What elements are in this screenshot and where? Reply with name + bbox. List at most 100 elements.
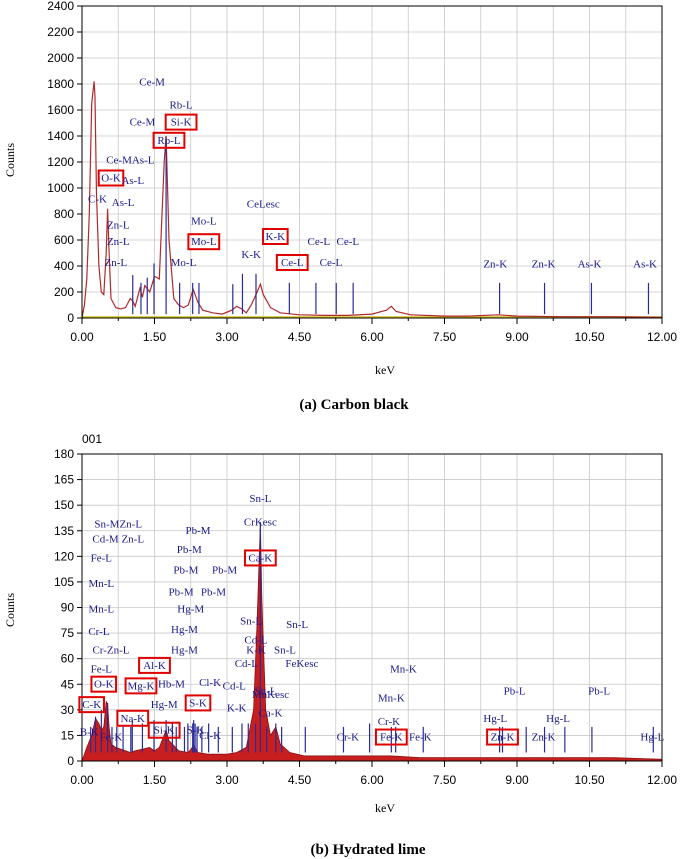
- peak-label: Si-K: [154, 725, 175, 737]
- y-tick-label: 105: [54, 575, 74, 589]
- peak-label: FeKesc: [285, 658, 318, 670]
- peak-label: Ce-L: [320, 257, 343, 269]
- peak-label: Pb-M: [173, 564, 198, 576]
- peak-label: K-K: [227, 703, 247, 715]
- highlight-box: [243, 549, 277, 567]
- peak-label: Hg-M: [177, 604, 204, 616]
- peak-label: Al-K: [143, 660, 166, 672]
- y-tick-label: 45: [61, 677, 75, 691]
- y-tick-label: 150: [54, 498, 74, 512]
- peak-label: Sn-L: [286, 619, 308, 631]
- spectrum-line: [81, 81, 663, 319]
- x-tick-label: 9.00: [505, 773, 529, 787]
- highlight-box: [97, 169, 125, 187]
- peak-label: Zn-L: [105, 257, 128, 269]
- y-tick-label: 120: [54, 549, 74, 563]
- y-tick-label: 2200: [47, 25, 74, 39]
- y-tick-label: 600: [54, 233, 74, 247]
- x-tick-label: 3.00: [215, 773, 239, 787]
- peak-label: MnKesc: [252, 689, 289, 701]
- highlight-box: [262, 228, 289, 245]
- y-axis-label: Counts: [3, 143, 17, 177]
- peak-label: Zn-L: [107, 236, 130, 248]
- peak-label: Ca-K: [259, 708, 283, 720]
- x-tick-label: 10.50: [574, 330, 604, 344]
- peak-label: Mo-L: [191, 236, 217, 248]
- peak-label: Ca-K: [248, 552, 272, 564]
- peak-label: Cl-K: [199, 730, 221, 742]
- peak-label: Sn-L: [274, 645, 296, 657]
- peak-label: K-K: [246, 645, 266, 657]
- peak-label: Cr-K: [378, 716, 400, 728]
- peak-label: Fe-L: [91, 663, 113, 675]
- peak-label: O-K: [94, 679, 114, 691]
- peak-label: Ce-L: [308, 236, 331, 248]
- peak-label: Hg-M: [171, 645, 198, 657]
- peak-label: Ce-M: [130, 117, 156, 129]
- x-tick-label: 12.00: [647, 773, 677, 787]
- peak-label: Zn-K: [491, 732, 515, 744]
- peak-label: O-K: [101, 173, 121, 185]
- x-tick-label: 1.50: [143, 330, 167, 344]
- highlight-box: [374, 728, 408, 746]
- y-tick-label: 0: [67, 311, 74, 325]
- peak-label: Cd-L: [235, 658, 259, 670]
- peak-label: Cd-M Zn-L: [92, 534, 144, 546]
- peak-label: Rb-L: [169, 100, 193, 112]
- highlight-box: [275, 254, 309, 271]
- peak-label: Cr-K: [337, 732, 359, 744]
- peak-label: Cl-K: [199, 677, 221, 689]
- peak-label: Zn-K: [483, 258, 507, 270]
- peak-label: Si-K: [171, 117, 192, 129]
- peak-label: Sn-L: [255, 685, 277, 697]
- y-tick-label: 90: [61, 601, 75, 615]
- y-tick-label: 400: [54, 259, 74, 273]
- highlight-box: [90, 675, 118, 693]
- y-tick-label: 60: [61, 652, 75, 666]
- x-tick-label: 6.00: [360, 330, 384, 344]
- chart-hydrated-lime: 001 Counts keV (b) Hydrated lime 0 15 30 45…: [3, 432, 677, 858]
- y-tick-label: 1400: [47, 129, 74, 143]
- plot-area: 0 15 30 45 60 75 90 105 120 135 150 165 180 0.00 1.50 3…: [54, 447, 677, 787]
- peak-label: Mn-L: [88, 578, 114, 590]
- peak-label: Mn-K: [390, 663, 417, 675]
- peak-label: Pb-M: [212, 564, 237, 576]
- peak-label: Mn-L: [88, 604, 114, 616]
- y-tick-label: 165: [54, 473, 74, 487]
- peak-label: Sn-L: [240, 616, 262, 628]
- chart-carbon-black: Counts keV (a) Carbon black 0 200 400 600 80…: [3, 0, 677, 413]
- x-tick-label: 6.00: [360, 773, 384, 787]
- x-tick-label: 7.50: [433, 330, 457, 344]
- y-axis-label: Counts: [3, 593, 17, 627]
- peak-label: Mo-L: [191, 215, 217, 227]
- x-tick-label: 12.00: [647, 330, 677, 344]
- peak-label: Pb-M: [185, 525, 210, 537]
- y-tick-label: 1600: [47, 103, 74, 117]
- y-tick-label: 1200: [47, 155, 74, 169]
- x-axis-label: keV: [375, 801, 395, 815]
- x-tick-label: 4.50: [288, 330, 312, 344]
- x-tick-label: 10.50: [574, 773, 604, 787]
- peak-label: Ce-L: [337, 236, 360, 248]
- peak-label: CrKesc: [244, 517, 277, 529]
- peak-label: As-K: [578, 258, 602, 270]
- peak-label: Fe-K: [100, 732, 123, 744]
- peak-label: S-K: [189, 697, 207, 709]
- peak-label: Mn-K: [378, 692, 405, 704]
- plot-area: 0 200 400 600 800 1000 1200 1400 1600 1800 2000 220…: [47, 0, 677, 344]
- peak-label: As-K: [633, 258, 657, 270]
- peak-label: Pb-L: [588, 685, 610, 697]
- peak-label: Pb-L: [504, 685, 526, 697]
- highlight-box: [187, 233, 221, 251]
- peak-label: Hg-L: [640, 732, 664, 744]
- chart-caption: (b) Hydrated lime: [311, 842, 426, 858]
- peak-label: Ce-M: [139, 76, 165, 88]
- peak-label: As-L: [121, 175, 144, 187]
- x-tick-label: 9.00: [505, 330, 529, 344]
- y-tick-label: 2000: [47, 51, 74, 65]
- peak-label: Fe-L: [91, 552, 113, 564]
- y-tick-label: 180: [54, 447, 74, 461]
- peak-label: Zn-K: [532, 732, 556, 744]
- spectrum-area: [81, 522, 663, 762]
- peak-label: Mg-K: [128, 680, 155, 692]
